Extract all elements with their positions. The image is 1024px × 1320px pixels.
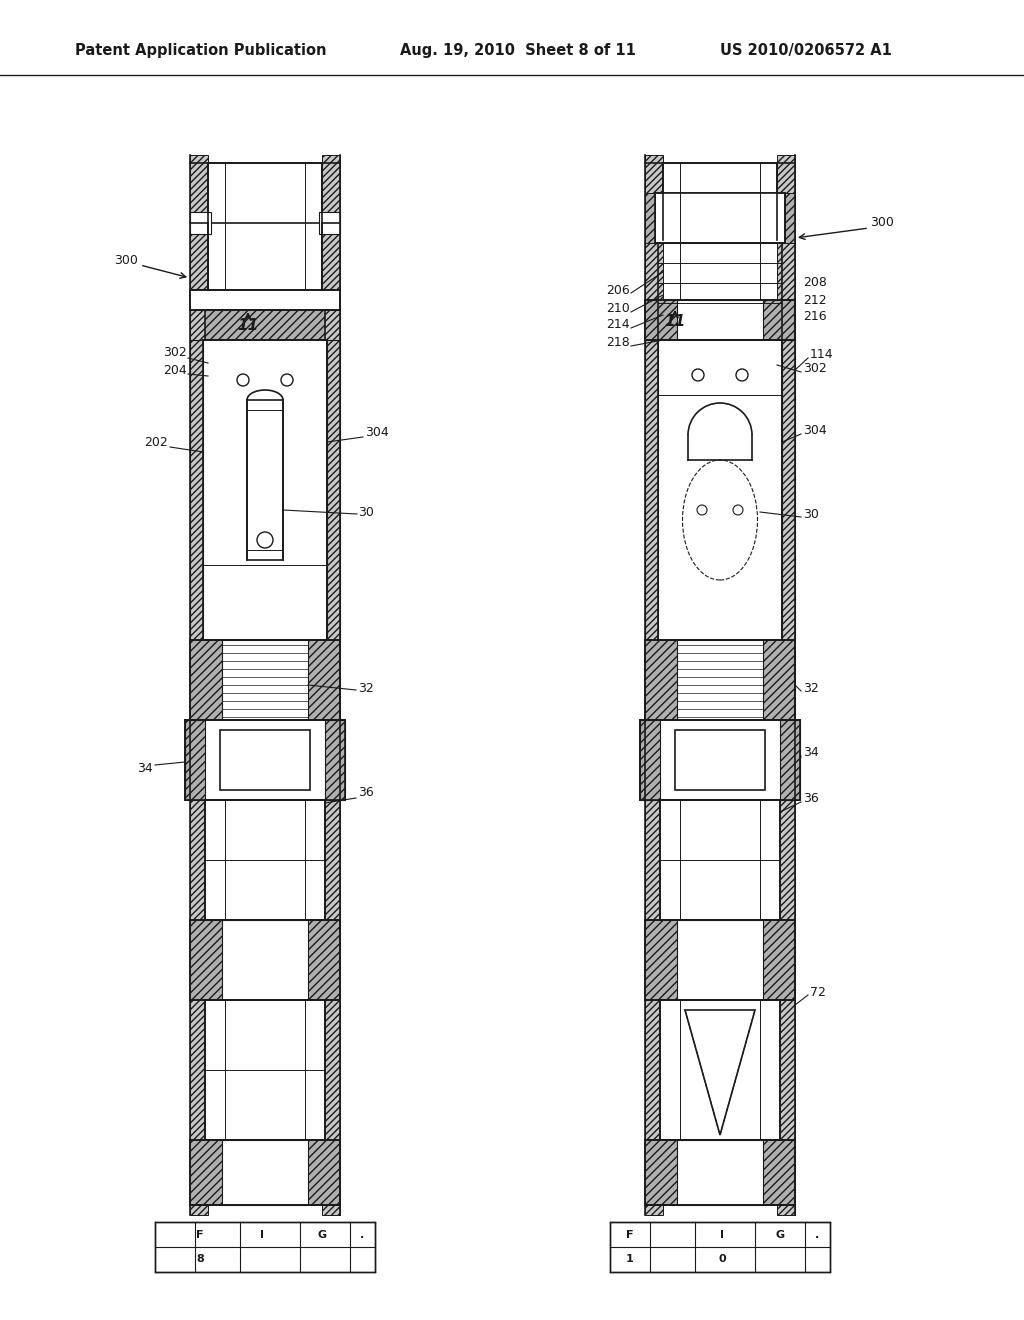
Bar	[205, 310, 325, 341]
Bar	[190, 1140, 340, 1205]
Bar	[645, 920, 795, 1001]
Text: 302: 302	[163, 346, 187, 359]
Bar	[155, 1222, 375, 1272]
Bar	[645, 1140, 795, 1205]
Bar	[247, 400, 283, 560]
Bar	[640, 719, 800, 800]
Bar	[645, 341, 658, 640]
Bar	[645, 300, 795, 341]
Text: .: .	[359, 1230, 365, 1239]
Circle shape	[697, 506, 707, 515]
Bar	[677, 640, 763, 719]
Text: 30: 30	[358, 506, 374, 519]
Bar	[190, 290, 340, 310]
Text: US 2010/0206572 A1: US 2010/0206572 A1	[720, 42, 892, 58]
Text: 214: 214	[606, 318, 630, 331]
Bar	[190, 341, 203, 640]
Bar	[677, 920, 763, 1001]
Text: G: G	[775, 1230, 784, 1239]
Text: Patent Application Publication: Patent Application Publication	[75, 42, 327, 58]
Bar	[640, 719, 660, 800]
Bar	[677, 300, 763, 341]
Text: 208: 208	[803, 276, 826, 289]
Text: Aug. 19, 2010  Sheet 8 of 11: Aug. 19, 2010 Sheet 8 of 11	[400, 42, 636, 58]
Bar	[185, 719, 345, 800]
Text: 30: 30	[803, 508, 819, 521]
Text: G: G	[317, 1230, 327, 1239]
Bar	[190, 640, 340, 719]
Polygon shape	[685, 1010, 755, 1135]
Circle shape	[736, 370, 748, 381]
Bar	[610, 1222, 830, 1272]
Text: 300: 300	[870, 215, 894, 228]
Text: 1: 1	[626, 1254, 634, 1265]
Bar	[780, 719, 800, 800]
Bar	[645, 193, 655, 243]
Text: 218: 218	[606, 335, 630, 348]
Bar	[660, 1001, 780, 1140]
Bar	[205, 1001, 325, 1140]
Text: F: F	[627, 1230, 634, 1239]
Text: 304: 304	[365, 425, 389, 438]
Text: 202: 202	[144, 436, 168, 449]
Text: F: F	[197, 1230, 204, 1239]
Bar	[319, 213, 340, 234]
Bar	[327, 341, 340, 640]
Text: 204: 204	[163, 363, 187, 376]
Bar	[658, 341, 782, 640]
Text: 210: 210	[606, 301, 630, 314]
Bar	[660, 800, 780, 920]
Text: 11: 11	[665, 314, 686, 330]
Text: 8: 8	[197, 1254, 204, 1265]
Bar	[322, 154, 340, 1214]
Bar	[663, 162, 777, 193]
Circle shape	[692, 370, 705, 381]
Text: 36: 36	[358, 787, 374, 800]
Text: 304: 304	[803, 424, 826, 437]
Bar	[208, 162, 322, 223]
Text: 11: 11	[238, 318, 259, 333]
Circle shape	[237, 374, 249, 385]
Bar	[677, 1140, 763, 1205]
Bar	[222, 1140, 308, 1205]
Text: 212: 212	[803, 293, 826, 306]
Bar	[205, 800, 325, 920]
Text: 114: 114	[810, 348, 834, 362]
Bar	[185, 719, 205, 800]
Text: 206: 206	[606, 284, 630, 297]
Text: 0: 0	[718, 1254, 726, 1265]
Bar	[655, 193, 785, 243]
Bar	[782, 341, 795, 640]
Text: I: I	[260, 1230, 264, 1239]
Bar	[645, 154, 663, 1214]
Bar	[645, 640, 795, 719]
Bar	[190, 154, 208, 1214]
Bar	[190, 213, 211, 234]
Bar	[222, 640, 308, 719]
Bar	[220, 730, 310, 789]
Bar	[777, 154, 795, 1214]
Text: 302: 302	[803, 362, 826, 375]
Circle shape	[733, 506, 743, 515]
Circle shape	[281, 374, 293, 385]
Bar	[675, 730, 765, 789]
Text: 32: 32	[358, 681, 374, 694]
Bar	[203, 341, 327, 640]
Text: 300: 300	[114, 253, 138, 267]
Bar	[190, 920, 340, 1001]
Text: .: .	[815, 1230, 819, 1239]
Text: 72: 72	[810, 986, 826, 998]
Text: 216: 216	[803, 310, 826, 323]
Circle shape	[257, 532, 273, 548]
Text: 34: 34	[137, 762, 153, 775]
Bar	[325, 719, 345, 800]
Text: 34: 34	[803, 746, 819, 759]
Text: 32: 32	[803, 681, 819, 694]
Text: 36: 36	[803, 792, 819, 804]
Text: I: I	[720, 1230, 724, 1239]
Bar	[222, 920, 308, 1001]
Bar	[785, 193, 795, 243]
